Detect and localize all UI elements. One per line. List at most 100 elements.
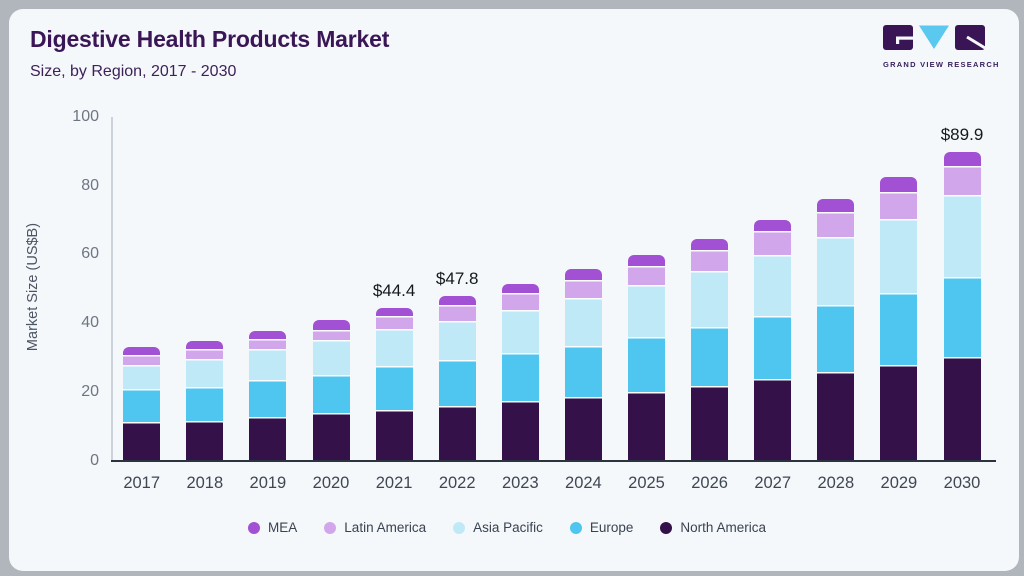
legend-dot-icon <box>660 521 673 534</box>
legend-dot-icon <box>569 521 582 534</box>
bar-2018 <box>186 341 224 461</box>
bar-segment-2018-europe <box>186 386 224 421</box>
x-tick-2029: 2029 <box>880 473 918 492</box>
x-tick-2024: 2024 <box>565 473 602 492</box>
bar-segment-2023-latin-america <box>501 293 539 310</box>
x-tick-2020: 2020 <box>312 473 350 492</box>
y-tick-label: 0 <box>90 451 99 469</box>
bar-segment-2030-europe <box>943 277 981 357</box>
legend-item-latin-america: Latin America <box>324 520 426 535</box>
bar-segment-2025-europe <box>628 336 665 393</box>
x-tick-2021: 2021 <box>375 473 413 492</box>
bar-segment-2025-asia-pacific <box>628 285 665 337</box>
header: Digestive Health Products Market Size, b… <box>30 26 389 81</box>
bar-segment-2017-mea <box>123 347 161 356</box>
legend-label: North America <box>680 520 766 535</box>
bar-segment-2022-europe <box>438 359 476 406</box>
bar-segment-2030-north-america <box>943 356 981 461</box>
x-tick-2028: 2028 <box>817 473 855 492</box>
bar-segment-2019-europe <box>249 379 287 417</box>
stacked-bar-chart: Market Size (US$B) 0 20 40 60 80 100 2017 2018 2… <box>9 9 1019 571</box>
bar-segment-2017-asia-pacific <box>123 365 161 390</box>
bar-segment-2022-mea <box>438 296 476 305</box>
x-tick-2027: 2027 <box>754 473 792 492</box>
bar-segment-2028-asia-pacific <box>817 237 855 305</box>
bar-segment-2027-asia-pacific <box>754 254 792 317</box>
y-tick-label: 40 <box>81 314 99 332</box>
bar-2023 <box>501 283 539 461</box>
y-tick-label: 60 <box>81 245 99 263</box>
x-tick-2026: 2026 <box>691 473 728 492</box>
bar-value-label-2022: $47.8 <box>435 269 479 289</box>
chart-title: Digestive Health Products Market <box>30 26 390 52</box>
bar-segment-2027-europe <box>754 316 792 380</box>
bar-segment-2019-north-america <box>249 416 287 461</box>
bar-segment-2028-europe <box>817 304 855 373</box>
bar-segment-2029-europe <box>880 292 918 365</box>
bar-segment-2021-mea <box>375 307 413 316</box>
bar-segment-2021-europe <box>375 366 413 410</box>
bar-segment-2024-north-america <box>564 397 602 461</box>
x-tick-2017: 2017 <box>123 473 161 492</box>
legend-item-mea: MEA <box>248 520 297 535</box>
x-tick-2030: 2030 <box>943 473 981 492</box>
bar-segment-2027-latin-america <box>754 231 792 255</box>
bar-2027 <box>754 220 792 461</box>
bar-segment-2019-mea <box>249 331 287 339</box>
bar-segment-2018-mea <box>186 341 224 349</box>
bar-value-label-2021: $44.4 <box>372 280 416 300</box>
bar-segment-2024-asia-pacific <box>564 298 602 346</box>
bar-segment-2025-north-america <box>628 392 665 461</box>
x-tick-2025: 2025 <box>628 473 665 492</box>
bar-segment-2019-latin-america <box>249 338 287 349</box>
legend-label: MEA <box>268 520 298 535</box>
bar-segment-2020-europe <box>312 374 350 414</box>
bar-value-label-2030: $89.9 <box>940 124 984 144</box>
bar-segment-2029-latin-america <box>880 191 918 220</box>
bar-segment-2030-asia-pacific <box>943 194 981 278</box>
bar-segment-2023-europe <box>501 352 539 402</box>
logo-brand-text: GRAND VIEW RESEARCH <box>883 60 1000 69</box>
bar-segment-2019-asia-pacific <box>249 348 287 380</box>
grand-view-research-logo: GRAND VIEW RESEARCH <box>883 25 1000 69</box>
bar-2020 <box>312 320 350 461</box>
bar-segment-2022-asia-pacific <box>438 321 476 360</box>
x-tick-2023: 2023 <box>501 473 539 492</box>
bar-segment-2026-latin-america <box>691 250 729 272</box>
bar-segment-2017-north-america <box>123 421 161 461</box>
x-tick-2018: 2018 <box>186 473 224 492</box>
bar-segment-2018-north-america <box>186 420 224 461</box>
bar-segment-2030-mea <box>943 151 981 167</box>
bar-segment-2030-latin-america <box>943 166 981 195</box>
bar-2017 <box>123 347 161 461</box>
chart-subtitle: Size, by Region, 2017 - 2030 <box>30 63 237 80</box>
bar-segment-2020-latin-america <box>312 329 350 341</box>
bar-segment-2027-north-america <box>754 379 792 461</box>
bar-2024 <box>564 269 602 461</box>
bar-segment-2021-latin-america <box>375 315 413 329</box>
bar-segment-2023-mea <box>501 283 539 294</box>
bar-segment-2020-north-america <box>312 413 350 461</box>
bar-segment-2023-north-america <box>501 401 539 461</box>
legend-dot-icon <box>453 521 466 534</box>
bar-segment-2026-north-america <box>691 386 729 461</box>
bar-2030 <box>943 151 981 461</box>
bar-segment-2024-europe <box>564 345 602 398</box>
bar-segment-2020-asia-pacific <box>312 340 350 375</box>
bar-segment-2025-mea <box>628 255 665 266</box>
legend-item-north-america: North America <box>660 520 766 535</box>
bar-2029 <box>880 177 918 461</box>
bar-segment-2023-asia-pacific <box>501 309 539 353</box>
y-tick-label: 100 <box>72 108 99 125</box>
bar-segment-2025-latin-america <box>628 265 665 286</box>
y-tick-label: 80 <box>81 176 99 194</box>
x-tick-2022: 2022 <box>438 473 476 492</box>
bar-segment-2029-mea <box>880 177 918 192</box>
bar-segment-2024-latin-america <box>564 279 602 299</box>
y-tick-label: 20 <box>81 382 99 400</box>
bar-segment-2024-mea <box>564 269 602 280</box>
legend-label: Europe <box>589 520 634 535</box>
bar-2019 <box>249 331 287 461</box>
bar-segment-2027-mea <box>754 220 792 232</box>
bar-segment-2021-north-america <box>375 409 413 461</box>
